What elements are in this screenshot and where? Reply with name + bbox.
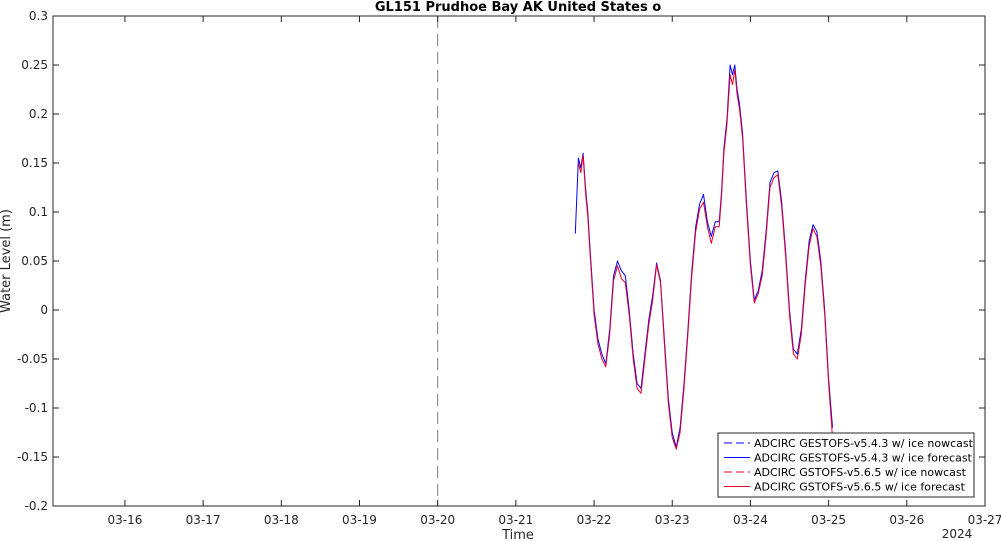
x-tick-label: 03-24 bbox=[733, 513, 768, 527]
x-axis-ticks: 03-16 03-17 03-18 03-19 03-20 03-21 03-22 03-23… bbox=[107, 16, 1001, 527]
legend-entry: ADCIRC GSTOFS-v5.6.5 w/ ice forecast bbox=[754, 481, 966, 494]
y-tick-label: 0.05 bbox=[21, 254, 48, 268]
legend-box bbox=[717, 432, 975, 498]
y-tick-label: -0.15 bbox=[17, 450, 48, 464]
x-tick-label: 03-26 bbox=[889, 513, 924, 527]
x-tick-label: 03-25 bbox=[811, 513, 846, 527]
x-tick-label: 03-23 bbox=[655, 513, 690, 527]
legend-entry: ADCIRC GSTOFS-v5.6.5 w/ ice nowcast bbox=[754, 466, 967, 479]
y-tick-label: 0.25 bbox=[21, 58, 48, 72]
y-tick-label: 0 bbox=[40, 303, 48, 317]
legend: ADCIRC GESTOFS-v5.4.3 w/ ice nowcast ADCI… bbox=[717, 432, 975, 498]
legend-entry: ADCIRC GESTOFS-v5.4.3 w/ ice nowcast bbox=[754, 437, 974, 450]
x-tick-label: 03-20 bbox=[420, 513, 455, 527]
y-tick-label: 0.2 bbox=[29, 107, 48, 121]
x-tick-label: 03-19 bbox=[342, 513, 377, 527]
series-layer bbox=[574, 64, 833, 450]
y-tick-label: -0.1 bbox=[25, 401, 48, 415]
y-tick-label: 0.15 bbox=[21, 156, 48, 170]
x-tick-label: 03-22 bbox=[577, 513, 612, 527]
chart-title: GL151 Prudhoe Bay AK United States o bbox=[375, 0, 661, 15]
x-tick-label: 03-21 bbox=[498, 513, 533, 527]
series-line-3 bbox=[577, 69, 833, 450]
y-tick-label: -0.05 bbox=[17, 352, 48, 366]
y-tick-label: 0.1 bbox=[29, 205, 48, 219]
y-axis-title: Water Level (m) bbox=[0, 209, 14, 313]
x-tick-label: 03-17 bbox=[186, 513, 221, 527]
x-tick-label: 03-27 bbox=[968, 513, 1001, 527]
x-axis-title: Time bbox=[501, 528, 534, 541]
y-axis-ticks: -0.2 -0.15 -0.1 -0.05 0 0.05 0.1 0.15 0.2 0.25 0.3 bbox=[17, 9, 985, 513]
x-axis-year-label: 2024 bbox=[942, 527, 973, 541]
x-tick-label: 03-16 bbox=[107, 513, 142, 527]
y-tick-label: 0.3 bbox=[29, 9, 48, 23]
y-tick-label: -0.2 bbox=[25, 499, 48, 513]
plot-area bbox=[52, 15, 986, 507]
legend-entry: ADCIRC GESTOFS-v5.4.3 w/ ice forecast bbox=[754, 452, 973, 465]
x-tick-label: 03-18 bbox=[264, 513, 299, 527]
